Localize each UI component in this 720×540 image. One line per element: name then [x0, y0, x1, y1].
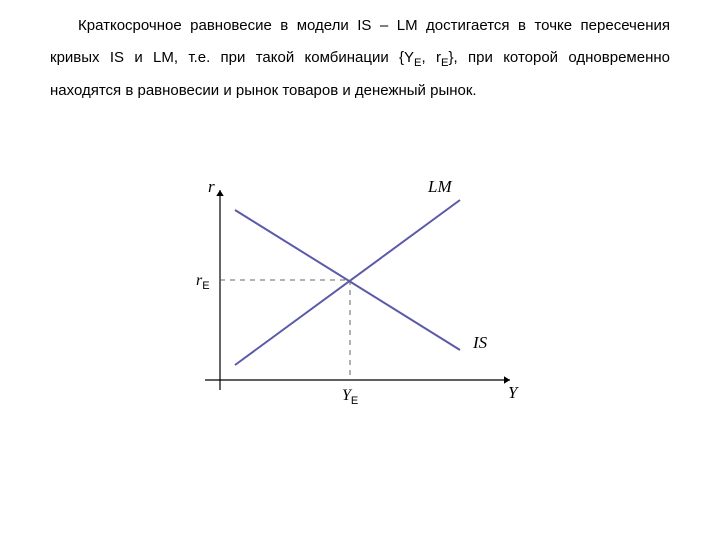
islm-chart: r Y LM IS rE YE	[170, 180, 550, 460]
lm-curve	[235, 200, 460, 365]
YE-label: YE	[342, 387, 358, 407]
y-axis-arrow	[216, 190, 224, 196]
chart-svg: r Y LM IS rE YE	[170, 180, 550, 420]
IS-label: IS	[472, 333, 488, 352]
body-paragraph: Краткосрочное равновесие в модели IS – L…	[50, 10, 670, 107]
rE-label: rE	[196, 272, 210, 292]
LM-label: LM	[427, 177, 452, 196]
x_axis-label: Y	[508, 383, 519, 402]
is-curve	[235, 210, 460, 350]
y_axis-label: r	[208, 177, 215, 196]
paragraph-text: Краткосрочное равновесие в модели IS – L…	[50, 17, 670, 99]
